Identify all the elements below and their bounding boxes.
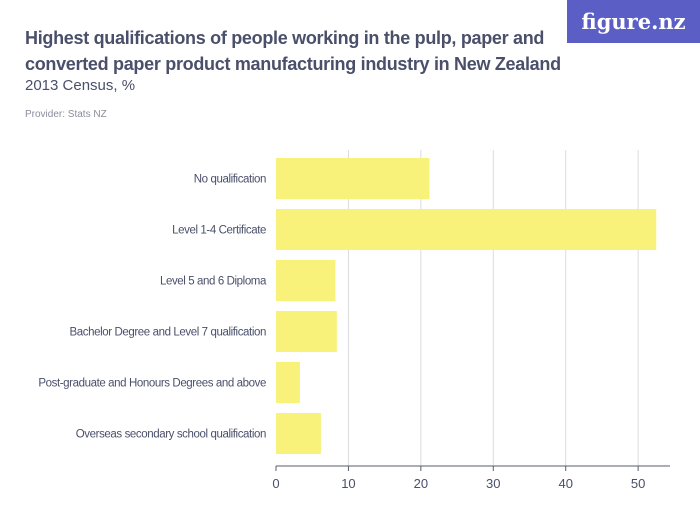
- x-tick-label: 30: [486, 476, 500, 491]
- bar: [276, 311, 337, 352]
- bar: [276, 362, 300, 403]
- x-tick-label: 20: [414, 476, 428, 491]
- x-tick-label: 40: [558, 476, 572, 491]
- provider-label: Provider: Stats NZ: [25, 109, 107, 120]
- bar: [276, 158, 430, 199]
- bar: [276, 260, 336, 301]
- x-tick-label: 0: [272, 476, 279, 491]
- x-tick-label: 10: [341, 476, 355, 491]
- chart-subtitle: 2013 Census, %: [25, 77, 136, 94]
- figure-nz-logo[interactable]: figure.nz: [567, 0, 700, 43]
- category-label: No qualification: [194, 174, 266, 186]
- x-tick-label: 50: [631, 476, 645, 491]
- category-label: Level 1-4 Certificate: [172, 225, 266, 237]
- category-label: Bachelor Degree and Level 7 qualificatio…: [70, 327, 267, 339]
- category-label: Post-graduate and Honours Degrees and ab…: [38, 378, 266, 390]
- category-label: Level 5 and 6 Diploma: [160, 276, 267, 288]
- chart-title: Highest qualifications of people working…: [25, 28, 561, 74]
- bar: [276, 209, 657, 250]
- bar: [276, 413, 321, 454]
- category-label: Overseas secondary school qualification: [76, 429, 266, 441]
